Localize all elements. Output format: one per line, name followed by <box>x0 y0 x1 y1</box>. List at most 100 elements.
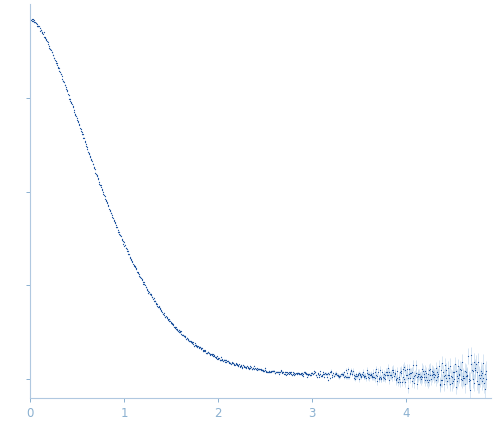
Point <box>375 375 383 382</box>
Point <box>318 372 326 379</box>
Point <box>160 311 168 318</box>
Point <box>376 366 384 373</box>
Point <box>441 372 449 379</box>
Point <box>402 372 410 379</box>
Point <box>263 368 271 375</box>
Point <box>102 196 110 203</box>
Point <box>187 339 195 346</box>
Point <box>243 364 252 371</box>
Point <box>165 318 173 325</box>
Point <box>146 291 154 298</box>
Point <box>144 290 152 297</box>
Point <box>442 366 450 373</box>
Point <box>325 371 333 378</box>
Point <box>189 339 197 346</box>
Point <box>365 375 373 382</box>
Point <box>330 372 338 379</box>
Point <box>455 371 463 378</box>
Point <box>475 380 483 387</box>
Point <box>241 364 249 371</box>
Point <box>173 326 181 333</box>
Point <box>281 371 289 378</box>
Point <box>271 369 279 376</box>
Point <box>286 369 294 376</box>
Point <box>140 279 148 286</box>
Point <box>34 22 42 29</box>
Point <box>479 374 487 381</box>
Point <box>292 370 300 377</box>
Point <box>242 364 250 371</box>
Point <box>454 375 462 382</box>
Point <box>81 139 89 146</box>
Point <box>230 361 238 368</box>
Point <box>468 375 476 382</box>
Point <box>470 379 478 386</box>
Point <box>465 375 473 382</box>
Point <box>200 347 208 354</box>
Point <box>352 373 360 380</box>
Point <box>304 372 312 379</box>
Point <box>379 374 387 381</box>
Point <box>321 370 329 377</box>
Point <box>388 373 396 380</box>
Point <box>168 320 176 327</box>
Point <box>361 372 369 379</box>
Point <box>445 375 453 382</box>
Point <box>340 369 348 376</box>
Point <box>281 369 289 376</box>
Point <box>201 347 209 354</box>
Point <box>124 247 132 254</box>
Point <box>451 368 459 375</box>
Point <box>307 371 315 378</box>
Point <box>314 370 322 377</box>
Point <box>233 361 241 368</box>
Point <box>366 372 374 379</box>
Point <box>97 182 105 189</box>
Point <box>461 368 469 375</box>
Point <box>325 370 333 377</box>
Point <box>194 343 202 350</box>
Point <box>38 29 46 36</box>
Point <box>110 216 118 223</box>
Point <box>201 347 209 354</box>
Point <box>135 271 143 278</box>
Point <box>128 258 136 265</box>
Point <box>259 366 267 373</box>
Point <box>452 373 460 380</box>
Point <box>326 368 334 375</box>
Point <box>403 372 411 379</box>
Point <box>193 344 201 351</box>
Point <box>464 353 472 360</box>
Point <box>171 324 179 331</box>
Point <box>192 341 200 348</box>
Point <box>387 372 395 379</box>
Point <box>405 371 413 378</box>
Point <box>31 19 39 26</box>
Point <box>480 370 488 377</box>
Point <box>397 369 405 376</box>
Point <box>69 104 77 111</box>
Point <box>225 359 233 366</box>
Point <box>268 368 276 375</box>
Point <box>29 16 37 23</box>
Point <box>290 369 298 376</box>
Point <box>197 345 205 352</box>
Point <box>94 175 102 182</box>
Point <box>365 370 373 377</box>
Point <box>65 95 73 102</box>
Point <box>278 368 286 375</box>
Point <box>296 371 304 378</box>
Point <box>412 370 420 377</box>
Point <box>117 233 125 240</box>
Point <box>443 377 451 384</box>
Point <box>394 373 402 380</box>
Point <box>368 373 376 380</box>
Point <box>107 210 115 217</box>
Point <box>449 377 457 384</box>
Point <box>232 361 240 368</box>
Point <box>139 280 147 287</box>
Point <box>446 362 454 369</box>
Point <box>435 363 443 370</box>
Point <box>434 372 442 379</box>
Point <box>303 370 311 377</box>
